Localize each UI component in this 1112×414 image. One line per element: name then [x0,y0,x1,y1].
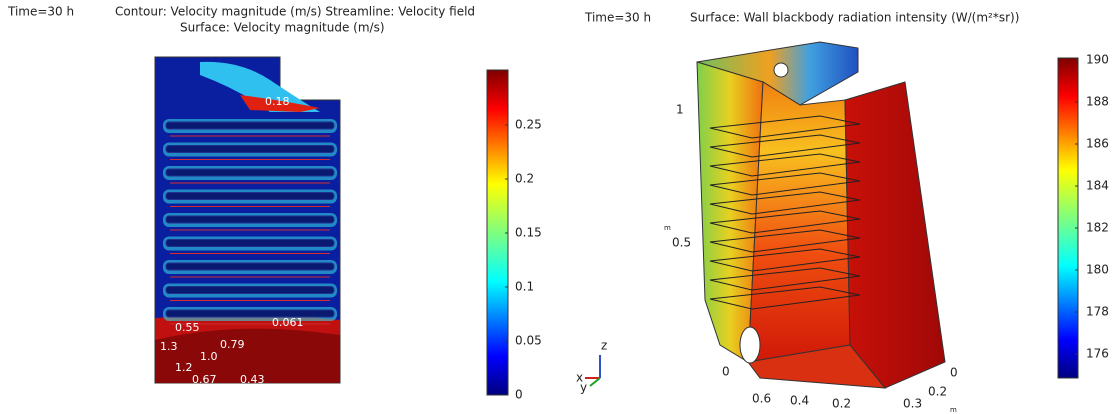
plate [709,210,861,234]
velocity-plot [154,56,341,384]
colorbar-tick-label: 190 [1086,53,1109,67]
y-tick-label: 0.3 [903,397,922,411]
colorbar-tick-label: 0.05 [515,334,542,348]
plate [709,248,861,272]
right-face [844,81,946,389]
y-tick-label: 0 [950,366,958,380]
colorbar-tick-label: 188 [1086,95,1109,109]
plate [165,215,335,224]
radiation-plot [696,41,946,389]
plate [709,229,861,253]
plate [165,168,335,177]
plot-title: Surface: Wall blackbody radiation intens… [690,11,1019,25]
plate [165,262,335,271]
z-tick-label: 0 [722,365,730,379]
contour-label: 0.18 [265,95,290,108]
axis-unit: m [664,224,671,232]
plate [165,145,335,153]
triad-label: z [601,339,607,353]
x-tick-label: 0.6 [752,392,771,406]
plate [709,191,861,215]
contour-label: 0.79 [220,338,245,351]
colorbar-tick-label: 0.15 [515,226,542,240]
colorbar-tick-label: 180 [1086,263,1109,277]
contour-label: 0.55 [175,321,200,334]
plate [709,267,861,291]
colorbar-tick-label: 182 [1086,221,1109,235]
plate [709,172,861,196]
colorbar-tick-label: 0.25 [515,118,542,132]
contour-label: 0.061 [272,316,304,329]
colorbar-tick-label: 0.2 [515,172,534,186]
z-tick-label: 0.5 [672,236,691,250]
jet-core [240,95,320,112]
time-label: Time=30 h [7,5,74,19]
colorbar-tick-label: 186 [1086,137,1109,151]
colorbar-tick-label: 184 [1086,179,1109,193]
plate [165,239,335,247]
jet-region [200,61,320,112]
z-tick-label: 1 [676,103,684,117]
y-axis-arrow [589,377,601,387]
colorbar-tick-label: 0 [515,388,523,402]
triad-label: x [576,371,583,385]
contour-label: 1.3 [160,340,178,353]
inlet-hole [739,326,761,364]
plate [709,286,861,310]
axis-unit: m [950,406,957,414]
colorbar [486,69,509,396]
contour-label: 0.43 [240,373,265,386]
plate [165,286,335,294]
colorbar [1057,57,1079,379]
contour-label: 0.67 [192,373,217,386]
plot-title: Contour: Velocity magnitude (m/s) Stream… [115,5,475,19]
x-tick-label: 0.4 [790,394,809,408]
contour-label: 1.0 [200,350,218,363]
y-tick-label: 0.2 [928,385,947,399]
plate [165,121,335,130]
contour-label: 1.2 [175,361,193,374]
axes-triad: z x y [576,339,607,395]
outlet-hole [773,62,789,78]
plate [165,309,335,318]
plate [165,192,335,200]
triad-label: y [580,381,587,395]
x-tick-label: 0.2 [832,397,851,411]
plate [709,153,861,177]
plate [709,115,861,139]
colorbar-tick-label: 178 [1086,305,1109,319]
inlet-core [155,328,340,383]
bottom-face [747,344,887,389]
plate [709,134,861,158]
colorbar-tick-label: 0.1 [515,280,534,294]
time-label: Time=30 h [584,11,651,25]
colorbar-tick-label: 176 [1086,347,1109,361]
plot-subtitle: Surface: Velocity magnitude (m/s) [180,21,385,35]
